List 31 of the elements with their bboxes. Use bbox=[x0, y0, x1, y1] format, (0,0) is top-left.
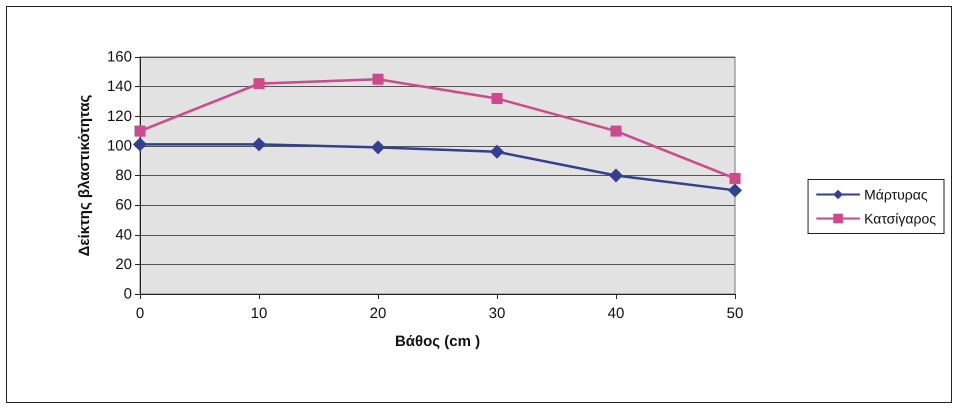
point bbox=[252, 137, 266, 152]
x-tick-label: 10 bbox=[250, 305, 268, 322]
legend-label: Κατσίγαρος bbox=[864, 210, 936, 226]
point bbox=[133, 137, 147, 152]
y-tick-label: 80 bbox=[115, 167, 132, 184]
point bbox=[610, 126, 622, 137]
point bbox=[134, 126, 146, 137]
point bbox=[730, 172, 740, 184]
y-tick-label: 0 bbox=[124, 286, 132, 302]
y-tick-label: 60 bbox=[115, 196, 132, 214]
x-tick-label: 30 bbox=[488, 305, 506, 322]
y-tick-label: 160 bbox=[106, 48, 132, 66]
x-tick-label: 0 bbox=[136, 305, 144, 322]
x-tick-label: 20 bbox=[370, 305, 386, 322]
y-tick-label: 120 bbox=[106, 108, 132, 125]
point bbox=[728, 183, 742, 198]
y-tick-label: 140 bbox=[106, 78, 132, 96]
x-tick-label: 50 bbox=[726, 305, 744, 322]
x-axis-title: Βάθος (cm ) bbox=[394, 333, 480, 350]
y-tick-label: 40 bbox=[115, 226, 132, 244]
y-tick-label: 100 bbox=[106, 137, 132, 154]
point bbox=[254, 78, 264, 90]
point bbox=[490, 144, 504, 159]
point bbox=[609, 168, 623, 182]
point bbox=[492, 92, 502, 104]
y-axis-title: Δείκτης βλαστικότητας bbox=[76, 94, 93, 256]
point bbox=[371, 140, 385, 154]
x-tick-label: 40 bbox=[608, 305, 624, 322]
y-tick-label: 20 bbox=[115, 256, 132, 273]
point bbox=[372, 74, 384, 85]
legend-label: Μάρτυρας bbox=[864, 186, 928, 202]
